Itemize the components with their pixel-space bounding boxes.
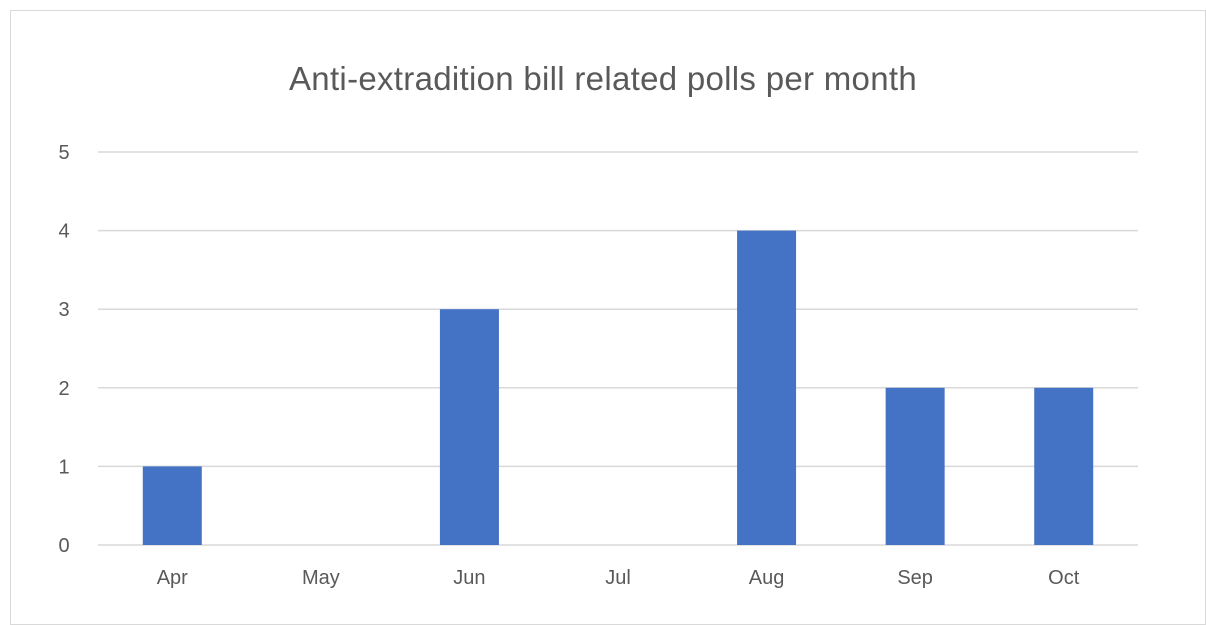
x-axis-ticks: Apr May Jun Jul Aug Sep Oct xyxy=(157,567,1080,589)
bar-aug xyxy=(737,230,797,545)
chart-frame xyxy=(10,10,1206,625)
gridlines xyxy=(98,151,1138,546)
x-tick-label: Jul xyxy=(605,567,631,589)
y-tick-label: 3 xyxy=(58,299,69,321)
x-tick-label: May xyxy=(302,567,340,589)
x-tick-label: Jun xyxy=(453,567,485,589)
x-tick-label: Oct xyxy=(1048,567,1080,589)
chart-title: Anti-extradition bill related polls per … xyxy=(289,60,917,97)
bar-sep xyxy=(885,387,945,545)
bar-apr xyxy=(142,466,202,545)
y-tick-label: 1 xyxy=(58,456,69,478)
x-tick-label: Apr xyxy=(157,567,188,589)
bar-jun xyxy=(439,309,499,545)
y-axis-ticks: 0 1 2 3 4 5 xyxy=(58,142,69,557)
y-tick-label: 0 xyxy=(58,535,69,557)
y-tick-label: 5 xyxy=(58,142,69,164)
y-tick-label: 2 xyxy=(58,378,69,400)
x-tick-label: Sep xyxy=(897,567,933,589)
y-tick-label: 4 xyxy=(58,221,69,243)
bar-oct xyxy=(1034,387,1094,545)
x-tick-label: Aug xyxy=(749,567,785,589)
bars xyxy=(142,230,1094,545)
